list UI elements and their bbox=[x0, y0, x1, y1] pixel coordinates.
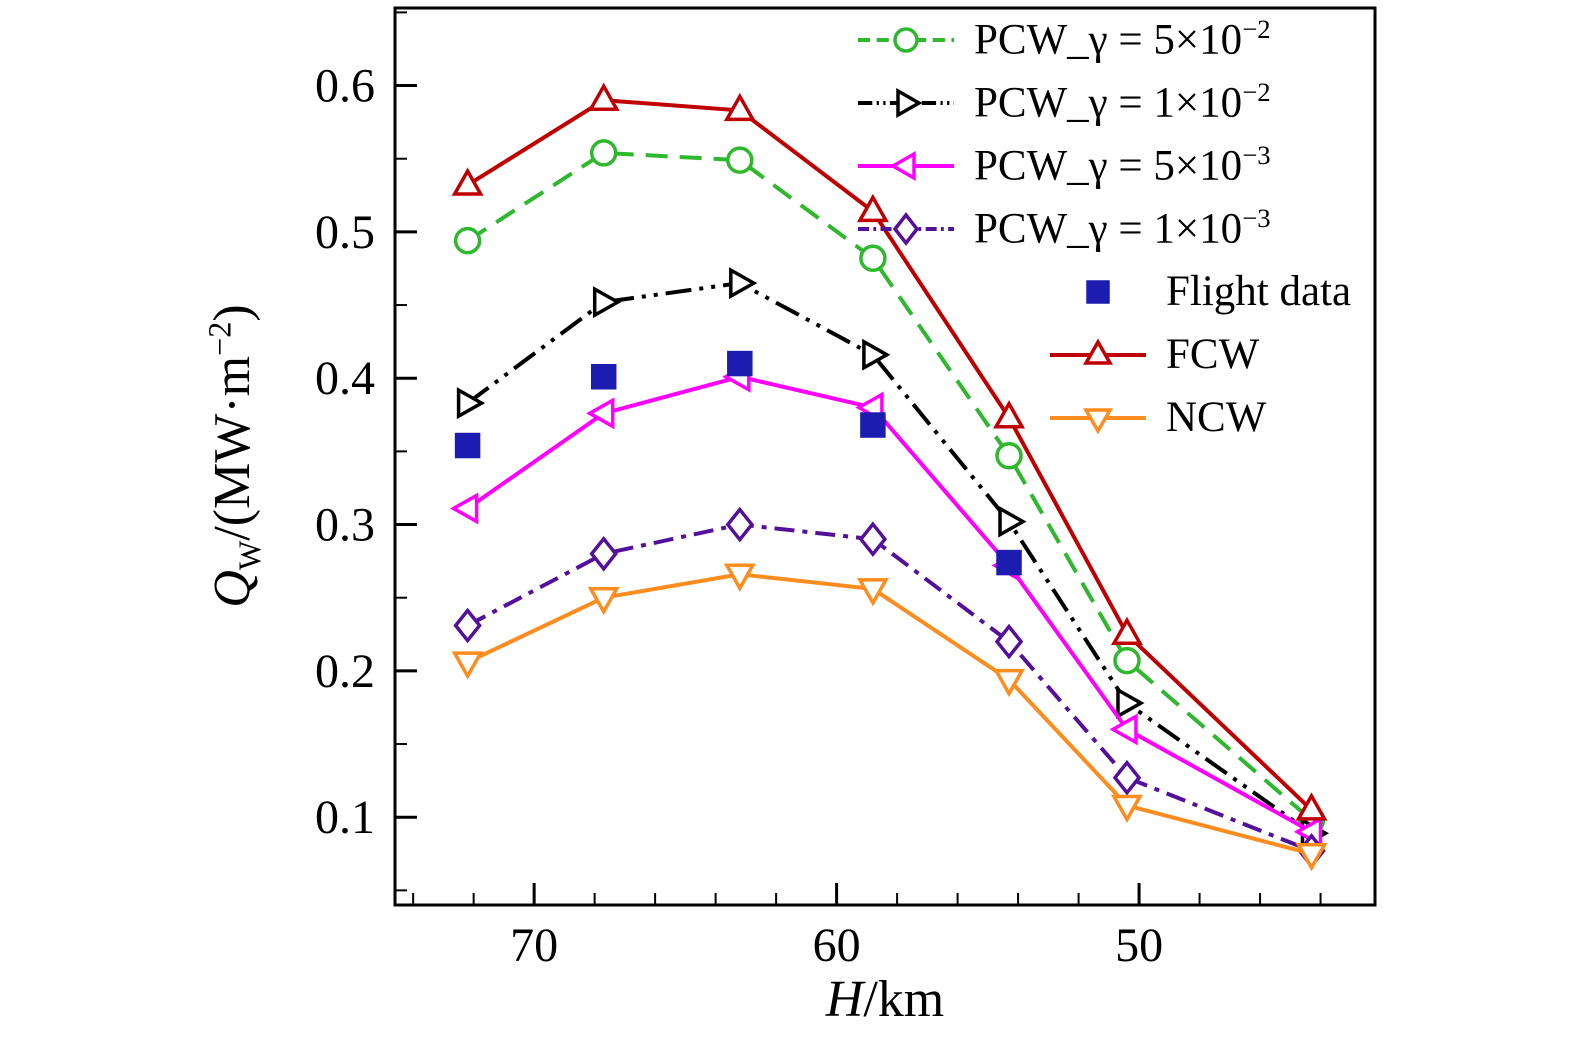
marker-pcw-1e-2 bbox=[998, 505, 1027, 538]
legend-item-pcw-5e-2: PCW_γ = 5×10−2 bbox=[856, 8, 1351, 71]
marker-pcw-1e-3 bbox=[858, 521, 888, 557]
x-tick-label: 70 bbox=[510, 919, 558, 972]
y-axis-exponent: −2 bbox=[201, 321, 238, 356]
marker-ncw bbox=[1110, 794, 1143, 824]
y-axis-label: QW/(MW·m−2) bbox=[202, 304, 269, 607]
marker-ncw bbox=[723, 563, 756, 592]
marker-fcw bbox=[993, 400, 1026, 429]
legend-label-pcw-5e-2: PCW_γ = 5×10−2 bbox=[974, 14, 1271, 64]
legend-item-fcw: FCW bbox=[1048, 323, 1351, 386]
legend-marker-fcw-icon bbox=[1082, 337, 1114, 365]
legend-label-pcw-1e-2: PCW_γ = 1×10−2 bbox=[974, 77, 1271, 127]
legend-marker-flight-data-icon bbox=[1086, 279, 1110, 304]
marker-pcw-5e-2 bbox=[589, 139, 618, 167]
marker-pcw-1e-3 bbox=[589, 536, 618, 572]
legend-key-ncw bbox=[1050, 407, 1146, 435]
marker-pcw-1e-2 bbox=[592, 286, 622, 319]
marker-fcw bbox=[1110, 616, 1143, 646]
marker-pcw-1e-2 bbox=[862, 338, 891, 371]
marker-pcw-5e-3 bbox=[1109, 713, 1138, 746]
y-tick-label: 0.1 bbox=[315, 791, 375, 844]
marker-pcw-5e-2 bbox=[859, 244, 887, 272]
marker-pcw-1e-3 bbox=[1112, 759, 1142, 796]
legend-key-flight-data bbox=[1086, 279, 1110, 304]
y-axis-variable: Q bbox=[203, 570, 261, 608]
marker-pcw-1e-2 bbox=[456, 387, 486, 420]
x-axis-units: /km bbox=[863, 971, 945, 1028]
marker-ncw bbox=[451, 651, 484, 680]
x-axis-label: H/km bbox=[826, 970, 944, 1029]
legend-marker-pcw-1e-2-icon bbox=[896, 87, 923, 118]
marker-flight-data bbox=[590, 364, 617, 390]
legend-item-pcw-1e-2: PCW_γ = 1×10−2 bbox=[856, 71, 1351, 134]
marker-fcw bbox=[723, 92, 756, 122]
legend-item-pcw-5e-3: PCW_γ = 5×10−3 bbox=[856, 134, 1351, 197]
legend-key-pcw-1e-2 bbox=[858, 87, 954, 118]
legend-marker-pcw-5e-3-icon bbox=[889, 150, 916, 181]
marker-ncw bbox=[1295, 843, 1328, 872]
legend-label-flight-data: Flight data bbox=[1166, 268, 1352, 315]
legend-label-fcw: FCW bbox=[1166, 331, 1260, 378]
y-tick-label: 0.6 bbox=[315, 60, 375, 113]
y-tick-label: 0.5 bbox=[315, 206, 375, 259]
marker-pcw-1e-2 bbox=[1116, 687, 1145, 720]
marker-flight-data bbox=[727, 350, 753, 377]
legend-marker-pcw-5e-2-icon bbox=[893, 26, 919, 53]
marker-pcw-1e-3 bbox=[725, 506, 755, 543]
marker-ncw bbox=[856, 578, 889, 607]
legend-key-pcw-5e-2 bbox=[858, 26, 954, 53]
y-tick-label: 0.4 bbox=[315, 352, 375, 405]
legend-key-fcw bbox=[1050, 337, 1146, 365]
marker-fcw bbox=[451, 167, 484, 196]
x-tick-label: 60 bbox=[813, 919, 861, 972]
y-axis-subscript: W bbox=[232, 540, 268, 571]
plot-frame bbox=[393, 6, 1377, 907]
marker-pcw-1e-3 bbox=[994, 623, 1024, 660]
y-axis-units-close: ) bbox=[203, 304, 261, 322]
marker-ncw bbox=[993, 668, 1026, 698]
marker-pcw-5e-2 bbox=[995, 442, 1023, 470]
series-line-ncw bbox=[466, 572, 1313, 856]
marker-flight-data bbox=[996, 549, 1022, 576]
marker-pcw-1e-2 bbox=[729, 267, 758, 300]
marker-pcw-5e-3 bbox=[586, 397, 615, 430]
legend-key-pcw-5e-3 bbox=[858, 150, 954, 181]
legend-item-pcw-1e-3: PCW_γ = 1×10−3 bbox=[856, 197, 1351, 260]
y-tick-label: 0.2 bbox=[315, 645, 375, 698]
marker-pcw-5e-3 bbox=[450, 492, 479, 525]
marker-pcw-5e-2 bbox=[726, 146, 754, 174]
x-axis-variable: H bbox=[825, 971, 864, 1028]
legend-marker-pcw-1e-3-icon bbox=[892, 211, 920, 246]
legend-item-ncw: NCW bbox=[1048, 386, 1351, 449]
legend-marker-ncw-icon bbox=[1082, 407, 1114, 435]
marker-fcw bbox=[856, 193, 889, 223]
legend-label-pcw-1e-3: PCW_γ = 1×10−3 bbox=[974, 203, 1271, 253]
marker-fcw bbox=[1295, 792, 1328, 821]
legend-item-flight-data: Flight data bbox=[1048, 260, 1351, 323]
marker-pcw-1e-3 bbox=[453, 607, 482, 644]
y-axis-units: /(MW·m bbox=[203, 355, 261, 541]
legend-label-ncw: NCW bbox=[1166, 394, 1267, 441]
marker-pcw-5e-2 bbox=[453, 226, 482, 255]
marker-ncw bbox=[587, 586, 620, 616]
marker-flight-data bbox=[454, 432, 481, 459]
marker-fcw bbox=[587, 82, 620, 111]
marker-pcw-5e-2 bbox=[1113, 646, 1141, 675]
legend: PCW_γ = 5×10−2 PCW_γ = 1×10−2 PCW_γ = 5×10… bbox=[856, 8, 1351, 449]
x-tick-label: 50 bbox=[1115, 919, 1163, 972]
marker-flight-data bbox=[860, 412, 886, 438]
y-tick-label: 0.3 bbox=[315, 499, 375, 552]
legend-key-pcw-1e-3 bbox=[858, 211, 954, 246]
legend-label-pcw-5e-3: PCW_γ = 5×10−3 bbox=[974, 140, 1271, 190]
